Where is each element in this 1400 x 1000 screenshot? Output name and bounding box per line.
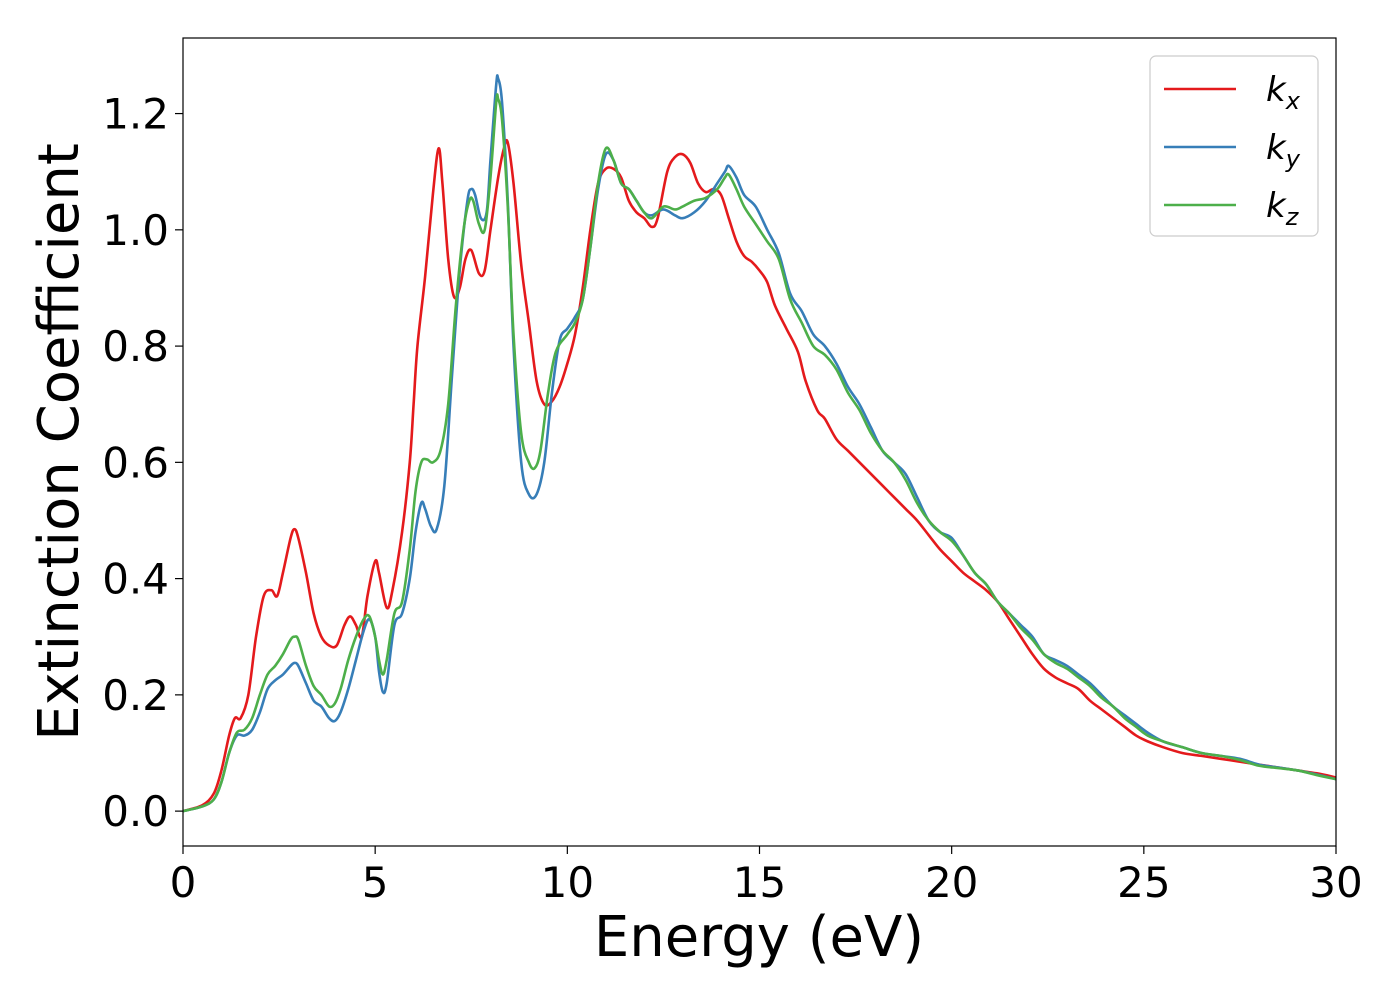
x-tick-label: 0 <box>170 858 197 907</box>
axes-layer: 0 5 10 15 20 25 30 0.0 0.2 0.4 0.6 0.8 1.0 1.2 <box>102 37 1363 907</box>
x-tick-label: 15 <box>733 858 786 907</box>
series-layer <box>183 74 1336 813</box>
series-line-k-z <box>183 93 1336 813</box>
y-tick-label: 0.0 <box>102 787 169 836</box>
y-tick-label: 1.0 <box>102 206 169 255</box>
x-tick-label: 25 <box>1117 858 1170 907</box>
y-tick-label: 1.2 <box>102 90 169 139</box>
x-tick-label: 10 <box>541 858 594 907</box>
x-axis-title: Energy (eV) <box>594 905 924 970</box>
y-tick-label: 0.6 <box>102 438 169 487</box>
y-tick-label: 0.4 <box>102 555 169 604</box>
y-axis-title: Extinction Coefficient <box>27 143 92 741</box>
x-tick-label: 30 <box>1309 858 1362 907</box>
x-tick-label: 20 <box>925 858 978 907</box>
x-tick-label: 5 <box>362 858 389 907</box>
y-tick-label: 0.8 <box>102 322 169 371</box>
y-tick-label: 0.2 <box>102 671 169 720</box>
